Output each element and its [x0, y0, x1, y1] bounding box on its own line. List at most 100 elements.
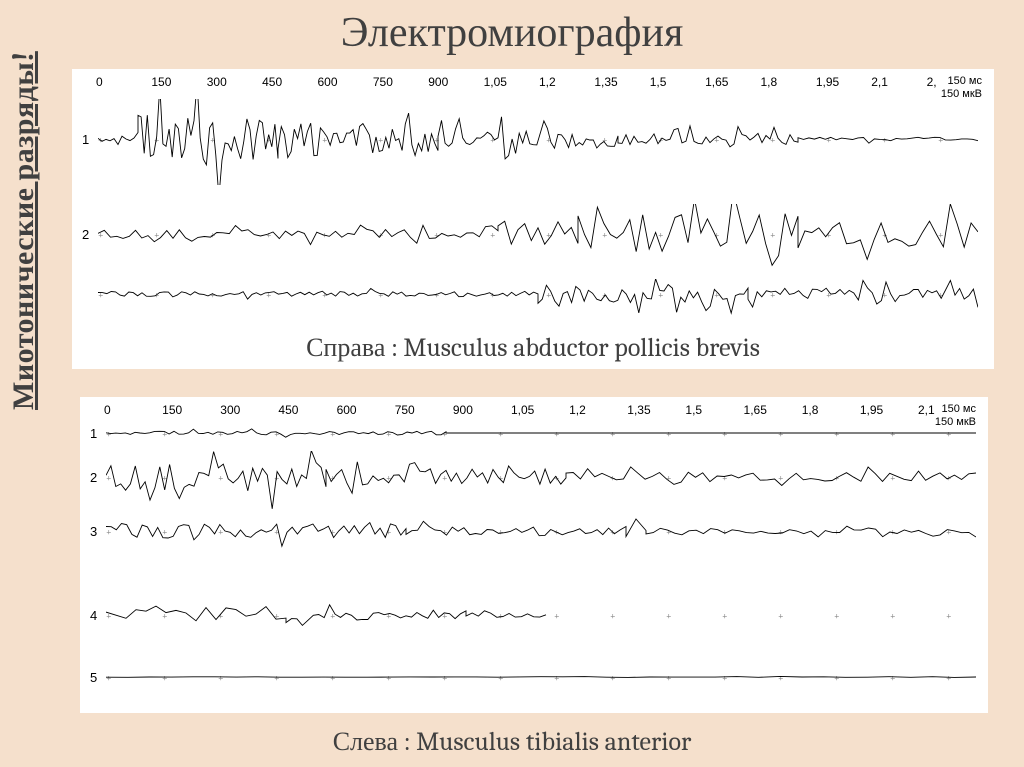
svg-text:+: +: [722, 428, 728, 440]
svg-text:+: +: [274, 428, 280, 440]
axis-tick: 1,05: [484, 75, 539, 89]
axis-tick: 750: [395, 403, 453, 417]
axis-tick: 900: [428, 75, 483, 89]
page-title: Электромиография: [0, 0, 1024, 57]
axis-tick: 0: [96, 75, 151, 89]
emg-trace: ++++++++++++++++: [98, 279, 978, 315]
axis-tick: 600: [337, 403, 395, 417]
svg-text:+: +: [106, 610, 112, 622]
svg-text:+: +: [770, 289, 776, 301]
svg-text:+: +: [946, 526, 952, 538]
emg-trace: ++++++++++++++++: [98, 99, 978, 185]
svg-text:+: +: [218, 472, 224, 484]
svg-text:+: +: [162, 672, 168, 684]
scale-note-1: 150 мс 150 мкВ: [941, 75, 982, 101]
emg-trace: ++++++++++++++++: [106, 671, 976, 689]
svg-text:+: +: [946, 428, 952, 440]
svg-text:+: +: [834, 428, 840, 440]
svg-text:+: +: [610, 672, 616, 684]
trace-number: 1: [82, 132, 89, 147]
axis-tick: 1,8: [802, 403, 860, 417]
svg-text:+: +: [378, 134, 384, 146]
svg-text:+: +: [218, 428, 224, 440]
svg-text:+: +: [722, 610, 728, 622]
svg-text:+: +: [778, 610, 784, 622]
svg-text:+: +: [386, 610, 392, 622]
svg-text:+: +: [498, 672, 504, 684]
axis-tick: 1,05: [511, 403, 569, 417]
svg-text:+: +: [498, 526, 504, 538]
axis-tick: 600: [318, 75, 373, 89]
svg-text:+: +: [274, 610, 280, 622]
svg-text:+: +: [98, 289, 104, 301]
svg-text:+: +: [498, 428, 504, 440]
svg-text:+: +: [602, 229, 608, 241]
emg-trace: ++++++++++++++++: [98, 204, 978, 270]
axis-ticks-1: 01503004506007509001,051,21,351,51,651,8…: [96, 75, 982, 89]
svg-text:+: +: [330, 428, 336, 440]
axis-tick: 900: [453, 403, 511, 417]
emg-trace: ++++++++++++++++: [106, 425, 976, 447]
svg-text:+: +: [778, 428, 784, 440]
svg-text:+: +: [778, 472, 784, 484]
svg-text:+: +: [666, 428, 672, 440]
axis-tick: 450: [262, 75, 317, 89]
trace-number: 2: [90, 470, 97, 485]
svg-text:+: +: [330, 672, 336, 684]
axis-tick: 1,2: [539, 75, 594, 89]
svg-text:+: +: [554, 672, 560, 684]
axis-tick: 150: [151, 75, 206, 89]
svg-text:+: +: [106, 526, 112, 538]
svg-text:+: +: [778, 526, 784, 538]
svg-text:+: +: [162, 428, 168, 440]
axis-tick: 2,1: [871, 75, 926, 89]
axis-tick: 1,95: [860, 403, 918, 417]
axis-tick: 1,35: [594, 75, 649, 89]
svg-text:+: +: [386, 428, 392, 440]
trace-number: 5: [90, 670, 97, 685]
trace-number: 1: [90, 426, 97, 441]
svg-text:+: +: [946, 610, 952, 622]
svg-text:+: +: [770, 229, 776, 241]
axis-tick: 150: [162, 403, 220, 417]
svg-text:+: +: [498, 610, 504, 622]
svg-text:+: +: [162, 526, 168, 538]
svg-text:+: +: [378, 289, 384, 301]
trace-number: 4: [90, 608, 97, 623]
svg-text:+: +: [890, 672, 896, 684]
svg-text:+: +: [330, 472, 336, 484]
svg-text:+: +: [490, 229, 496, 241]
axis-tick: 1,5: [685, 403, 743, 417]
svg-text:+: +: [554, 428, 560, 440]
svg-text:+: +: [442, 472, 448, 484]
svg-text:+: +: [834, 672, 840, 684]
svg-text:+: +: [434, 229, 440, 241]
svg-text:+: +: [330, 610, 336, 622]
svg-text:+: +: [946, 672, 952, 684]
axis-tick: 300: [207, 75, 262, 89]
axis-tick: 1,5: [650, 75, 705, 89]
axis-tick: 1,65: [744, 403, 802, 417]
panel1-caption: Справа : Musculus abductor pollicis brev…: [72, 333, 994, 363]
svg-text:+: +: [722, 472, 728, 484]
axis-tick: 1,65: [705, 75, 760, 89]
axis-ticks-2: 01503004506007509001,051,21,351,51,651,8…: [104, 403, 976, 417]
svg-text:+: +: [218, 672, 224, 684]
svg-text:+: +: [778, 672, 784, 684]
svg-text:+: +: [890, 610, 896, 622]
axis-tick: 1,8: [761, 75, 816, 89]
svg-text:+: +: [666, 526, 672, 538]
svg-text:+: +: [602, 134, 608, 146]
axis-tick: 450: [278, 403, 336, 417]
svg-text:+: +: [714, 289, 720, 301]
svg-text:+: +: [106, 672, 112, 684]
svg-text:+: +: [610, 610, 616, 622]
axis-tick: 1,95: [816, 75, 871, 89]
axis-tick: 1,2: [569, 403, 627, 417]
emg-panel-left: 01503004506007509001,051,21,351,51,651,8…: [80, 397, 988, 713]
svg-text:+: +: [666, 610, 672, 622]
trace-number: 3: [90, 524, 97, 539]
svg-text:+: +: [714, 134, 720, 146]
svg-text:+: +: [386, 672, 392, 684]
svg-text:+: +: [666, 672, 672, 684]
